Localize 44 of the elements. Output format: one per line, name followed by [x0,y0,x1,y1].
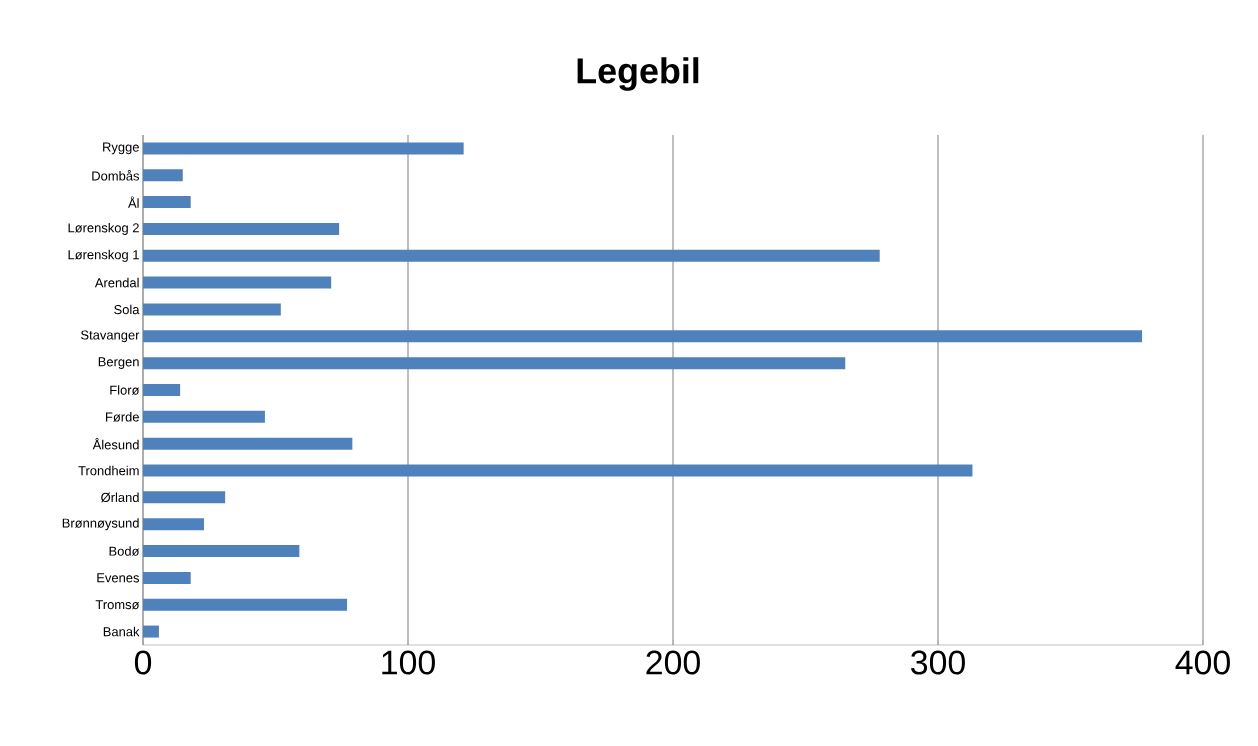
bar [143,222,340,235]
x-tick-label: 400 [1175,650,1230,675]
bar [143,410,265,423]
bar [143,196,191,209]
bar [143,571,191,584]
y-tick-label: Ålesund [92,437,139,450]
y-tick-label: Florø [110,385,140,395]
bar [143,491,226,504]
y-tick-label: Banak [103,626,140,637]
y-tick-label: Lørenskog 1 [68,249,139,262]
y-tick-label: Arendal [94,277,139,288]
chart-title: Legebil [577,57,699,91]
bar [143,464,973,477]
bar [143,383,181,396]
y-tick-label: Evenes [97,573,140,583]
x-tick-label: 200 [646,650,700,675]
bar [143,545,300,558]
y-tick-label: Rygge [103,142,139,155]
x-tick-label: 0 [134,650,152,675]
bar [143,249,880,262]
x-tick-label: 300 [911,650,965,675]
y-tick-label: Lørenskog 2 [68,222,139,235]
y-tick-label: Bodø [109,546,140,556]
bar [143,142,464,155]
bar [143,518,204,531]
y-tick-label: Ørland [101,492,139,503]
x-tick-label: 100 [382,650,435,675]
bar [143,303,281,316]
y-tick-label: Førde [106,412,139,422]
bar [143,330,1143,343]
y-tick-label: Brønnøysund [62,518,139,531]
bar [143,357,846,370]
bar [143,598,348,611]
bar [143,169,183,182]
bar [143,625,159,638]
y-tick-label: Sola [114,304,140,315]
bar [143,276,332,289]
y-tick-label: Dombås [92,169,140,181]
y-tick-label: Ål [128,196,139,208]
y-tick-label: Trondheim [78,465,139,476]
y-tick-label: Bergen [98,357,139,369]
y-tick-label: Tromsø [95,600,140,610]
bar [143,437,353,450]
y-tick-label: Stavanger [81,330,140,343]
